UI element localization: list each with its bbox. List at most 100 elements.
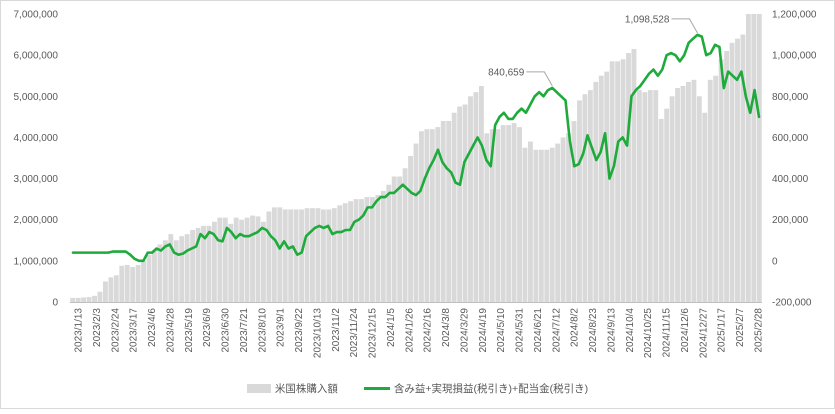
x-tick-label: 2024/11/15	[662, 308, 673, 358]
bar	[184, 234, 190, 302]
bar	[489, 129, 495, 302]
y-left-tick-label: 0	[52, 298, 58, 309]
bar	[190, 230, 196, 302]
x-tick-label: 2024/6/21	[533, 308, 544, 353]
x-tick-label: 2024/1/5	[386, 308, 397, 347]
bar	[713, 75, 719, 303]
x-tick-label: 2024/10/4	[625, 308, 636, 353]
y-right-tick-label: 800,000	[772, 92, 809, 103]
bar	[179, 236, 185, 302]
y-left-tick-label: 6,000,000	[14, 51, 59, 62]
y-left-tick-label: 3,000,000	[14, 174, 59, 185]
y-left-tick-label: 4,000,000	[14, 133, 59, 144]
bar	[696, 96, 702, 302]
x-tick-label: 2023/3/17	[129, 308, 140, 353]
bar	[353, 199, 359, 302]
x-tick-label: 2024/3/8	[441, 308, 452, 347]
bar	[718, 59, 724, 303]
x-tick-label: 2024/1/26	[404, 308, 415, 353]
bar	[124, 264, 130, 302]
y-left-tick-label: 5,000,000	[14, 92, 59, 103]
bar	[320, 209, 326, 302]
x-tick-label: 2024/5/10	[496, 308, 507, 353]
bar	[217, 217, 223, 302]
bar	[162, 240, 168, 302]
bar	[228, 223, 234, 302]
legend-swatch-line	[363, 387, 390, 390]
x-tick-label: 2025/2/7	[735, 308, 746, 347]
bar	[135, 264, 141, 302]
bar	[686, 81, 691, 302]
bar	[375, 195, 381, 302]
bar	[293, 209, 299, 302]
bar	[342, 203, 348, 302]
bar	[195, 227, 201, 302]
bar	[239, 219, 245, 302]
y-left-tick-label: 2,000,000	[14, 215, 59, 226]
bar	[70, 297, 76, 302]
x-tick-label: 2023/9/1	[276, 308, 287, 347]
x-tick-label: 2024/12/27	[698, 308, 709, 358]
x-tick-label: 2024/10/25	[643, 308, 654, 358]
bar	[528, 141, 533, 302]
bar	[593, 81, 599, 302]
x-tick-label: 2024/5/31	[515, 308, 526, 353]
bar	[664, 108, 670, 302]
bar	[620, 59, 626, 303]
x-tick-label: 2024/8/2	[570, 308, 581, 347]
bar	[250, 215, 255, 302]
bar	[429, 129, 435, 302]
bar	[702, 112, 708, 303]
bar	[282, 209, 288, 302]
bar	[598, 75, 604, 303]
bar	[173, 240, 179, 302]
bar	[740, 34, 746, 302]
bar	[168, 234, 174, 302]
annotation-leader	[526, 71, 553, 87]
bar	[359, 199, 364, 302]
x-tick-label: 2023/11/24	[349, 308, 360, 358]
legend-item-line: 含み益+実現損益(税引き)+配当金(税引き)	[363, 381, 588, 396]
x-tick-label: 2024/2/16	[423, 308, 434, 353]
bar	[419, 131, 424, 302]
bar	[108, 277, 114, 302]
bar	[669, 96, 675, 302]
bar	[533, 149, 539, 302]
bar	[304, 208, 310, 302]
bar	[626, 53, 631, 303]
x-tick-label: 2025/2/28	[754, 308, 765, 353]
bar	[424, 129, 430, 302]
bar	[244, 217, 250, 302]
bar	[211, 221, 217, 302]
bar	[146, 254, 152, 302]
bar	[266, 211, 272, 302]
bar	[364, 197, 370, 302]
y-right-tick-label: -200,000	[772, 298, 812, 309]
bar	[675, 88, 680, 302]
bar	[500, 125, 506, 302]
bar	[402, 168, 408, 302]
bar	[397, 176, 403, 302]
bar	[751, 14, 757, 302]
bar	[277, 207, 283, 302]
bar	[517, 127, 522, 302]
bar	[152, 250, 157, 302]
bar	[331, 208, 337, 302]
bar	[380, 190, 386, 302]
legend: 米国株購入額 含み益+実現損益(税引き)+配当金(税引き)	[0, 381, 835, 396]
x-tick-label: 2024/4/19	[478, 308, 489, 353]
bar	[141, 260, 146, 302]
bar	[222, 217, 228, 302]
bar	[729, 42, 735, 303]
bar	[642, 92, 648, 302]
bar	[707, 79, 713, 302]
bar	[75, 297, 81, 302]
annotation-label: 840,659	[488, 67, 525, 78]
x-tick-label: 2023/2/24	[110, 308, 121, 353]
bar	[484, 133, 490, 302]
bar	[408, 155, 413, 302]
y-right-tick-label: 200,000	[772, 215, 809, 226]
legend-item-bars: 米国株購入額	[246, 381, 338, 396]
bar	[81, 297, 87, 302]
bar	[647, 90, 653, 302]
